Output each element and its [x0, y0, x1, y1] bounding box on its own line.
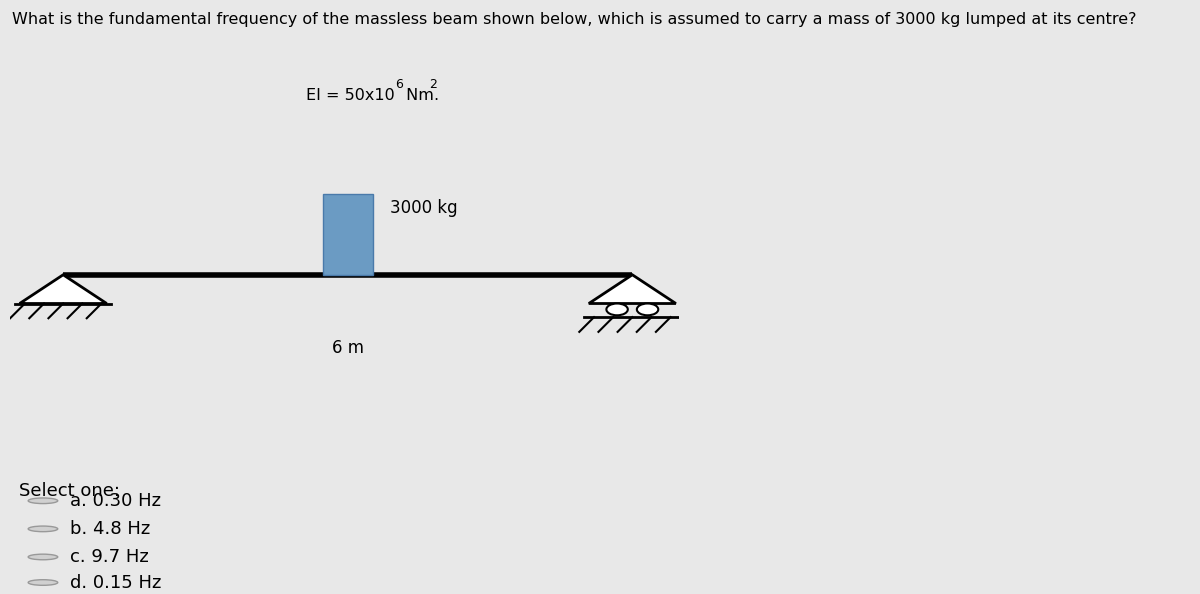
Text: 6: 6 [395, 78, 403, 91]
Circle shape [28, 498, 58, 504]
Circle shape [28, 580, 58, 585]
Polygon shape [19, 275, 107, 304]
Text: What is the fundamental frequency of the massless beam shown below, which is ass: What is the fundamental frequency of the… [12, 11, 1136, 27]
Bar [323, 194, 373, 275]
Text: EI = 50x10: EI = 50x10 [306, 89, 395, 103]
Circle shape [606, 304, 628, 315]
Text: 3000 kg: 3000 kg [390, 200, 457, 217]
Text: Select one:: Select one: [19, 482, 120, 500]
Text: c. 9.7 Hz: c. 9.7 Hz [70, 548, 149, 566]
Text: 6 m: 6 m [331, 339, 364, 358]
Polygon shape [589, 275, 676, 304]
Text: .: . [433, 89, 438, 103]
Circle shape [28, 554, 58, 560]
Text: a. 0.30 Hz: a. 0.30 Hz [70, 492, 161, 510]
Text: d. 0.15 Hz: d. 0.15 Hz [70, 573, 161, 592]
Text: b. 4.8 Hz: b. 4.8 Hz [70, 520, 150, 538]
Text: 2: 2 [430, 78, 438, 91]
Circle shape [637, 304, 659, 315]
Text: Nm: Nm [401, 89, 433, 103]
Circle shape [28, 526, 58, 532]
